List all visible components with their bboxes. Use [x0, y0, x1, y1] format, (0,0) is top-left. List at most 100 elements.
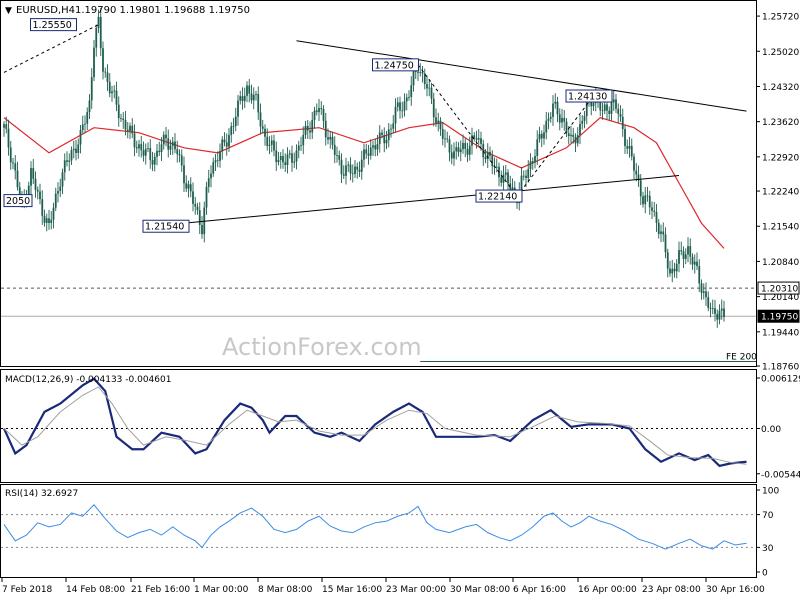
candle-body: [552, 103, 554, 117]
price-tick-label: 1.19440: [762, 328, 799, 338]
candle-body: [45, 218, 48, 223]
ohlc-values: 1.19790 1.19801 1.19688 1.19750: [75, 5, 250, 16]
candle-body: [180, 155, 183, 166]
candle-body: [133, 133, 136, 148]
candle-body: [624, 128, 626, 147]
time-tick-label: 30 Apr 16:00: [706, 585, 765, 595]
price-annotations: 1.25550 1.24750 1.24130 1.22140 1.21540 2050: [3, 18, 613, 233]
candle-body: [459, 149, 462, 153]
price-tick-label: 1.24320: [762, 83, 799, 93]
price-tick-label: 1.22240: [762, 188, 799, 198]
candle-body: [90, 77, 93, 101]
price-tick-label: 1.21540: [762, 223, 799, 233]
candle-body: [97, 16, 100, 28]
candle-body: [115, 90, 118, 105]
price-tick-label: 1.20840: [762, 258, 799, 268]
candle-body: [540, 133, 543, 139]
candle-body: [489, 151, 491, 156]
candle-body: [426, 84, 428, 89]
price-tick-label: 1.22920: [762, 153, 799, 163]
candle-body: [192, 191, 194, 204]
candle-body: [41, 199, 44, 216]
candle-body: [711, 308, 714, 309]
rsi-tick-label: 70: [762, 511, 774, 521]
candle-body: [419, 72, 422, 73]
candle-body: [644, 195, 647, 205]
candle-body: [311, 119, 314, 133]
candle-body: [275, 150, 278, 163]
candle-body: [423, 73, 426, 85]
candle-body: [66, 160, 68, 162]
candle-body: [394, 106, 397, 124]
candle-body: [399, 102, 401, 111]
price-levels: FE 200: [1, 287, 757, 362]
candle-body: [232, 126, 235, 127]
candle-body: [117, 104, 120, 119]
candle-body: [219, 151, 221, 161]
price-annotation-box: [30, 18, 77, 32]
candle-body: [502, 174, 505, 183]
price-level-tag: [757, 281, 800, 295]
candle-body: [455, 147, 458, 152]
candle-body: [601, 110, 604, 112]
macd-line: [2, 377, 747, 468]
candle-body: [691, 256, 694, 265]
candle-body: [646, 195, 649, 197]
candle-body: [230, 126, 233, 135]
macd-title: MACD(12,26,9) -0.004133 -0.004601: [5, 375, 171, 385]
candle-body: [534, 156, 536, 163]
candle-body: [484, 157, 487, 160]
macd-lines: [2, 377, 747, 468]
candle-body: [86, 112, 89, 124]
candle-body: [36, 189, 39, 192]
level-label-fe200: FE 200: [726, 352, 757, 362]
candle-body: [520, 175, 523, 191]
candle-body: [702, 291, 705, 293]
candle-body: [617, 108, 620, 114]
candle-body: [216, 160, 219, 162]
candle-body: [538, 133, 541, 140]
candle-body: [684, 254, 687, 259]
candle-body: [183, 165, 185, 184]
rsi-title: RSI(14) 32.6927: [5, 489, 78, 499]
candle-body: [718, 310, 721, 320]
candle-body: [448, 139, 451, 153]
candle-body: [511, 187, 514, 190]
candle-body: [295, 150, 298, 162]
price-tick-label: 1.18760: [762, 363, 799, 373]
candle-body: [396, 102, 399, 107]
candle-body: [529, 161, 532, 169]
candle-body: [207, 178, 210, 187]
moving-average-line: [3, 116, 725, 249]
candle-body: [68, 160, 71, 162]
candle-body: [376, 144, 379, 150]
rsi-tick-label: 100: [762, 487, 779, 497]
candle-body: [288, 153, 291, 155]
candle-body: [408, 97, 410, 98]
candle-body: [446, 138, 449, 140]
candle-body: [417, 72, 419, 73]
price-annotation-label: 1.25550: [33, 20, 72, 31]
rsi-panel-border: [0, 484, 757, 578]
candle-body: [628, 145, 631, 149]
candle-body: [201, 224, 203, 235]
candle-body: [259, 112, 262, 127]
price-tick-label: 1.23620: [762, 118, 799, 128]
time-tick-label: 15 Mar 16:00: [322, 585, 382, 595]
candle-body: [581, 120, 584, 124]
candle-body: [291, 153, 293, 163]
candle-body: [93, 47, 95, 78]
price-tick-label: 1.25020: [762, 48, 799, 58]
candle-body: [336, 155, 338, 156]
candle-body: [59, 186, 62, 192]
candle-body: [666, 252, 669, 269]
candle-body: [277, 160, 280, 163]
candle-body: [347, 164, 350, 166]
rsi-axis: 100 70 30 0: [756, 487, 779, 579]
candle-body: [570, 134, 572, 137]
candle-body: [304, 125, 307, 135]
candle-body: [124, 119, 127, 130]
candle-body: [387, 129, 390, 140]
watermark: ActionForex.com: [222, 333, 422, 361]
